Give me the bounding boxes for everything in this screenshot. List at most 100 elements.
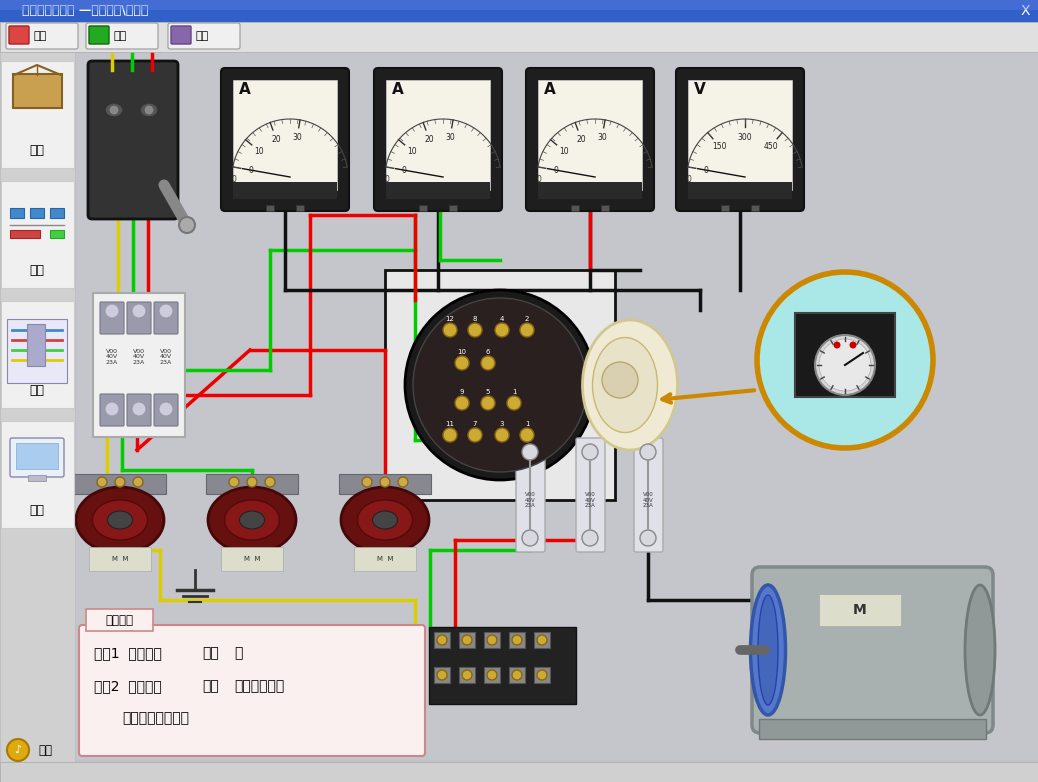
Circle shape	[132, 402, 146, 416]
Text: 10: 10	[559, 147, 569, 156]
Text: 30: 30	[445, 133, 455, 142]
Ellipse shape	[965, 585, 995, 715]
FancyBboxPatch shape	[30, 208, 44, 218]
FancyBboxPatch shape	[1, 301, 74, 408]
Circle shape	[109, 105, 119, 115]
Text: 步骤2  拨动转换: 步骤2 拨动转换	[94, 679, 162, 693]
FancyBboxPatch shape	[221, 547, 283, 571]
Text: 8: 8	[472, 316, 477, 322]
Circle shape	[487, 635, 497, 645]
Text: V00
40V
23A: V00 40V 23A	[106, 349, 118, 365]
Text: 开关: 开关	[202, 646, 219, 660]
Text: A: A	[392, 82, 404, 98]
FancyBboxPatch shape	[526, 68, 654, 211]
Circle shape	[537, 635, 547, 645]
Text: 1: 1	[512, 389, 516, 395]
FancyBboxPatch shape	[538, 80, 641, 190]
FancyBboxPatch shape	[571, 205, 579, 211]
Text: X: X	[1020, 4, 1030, 18]
Text: 6: 6	[486, 349, 490, 355]
Circle shape	[582, 530, 598, 546]
Ellipse shape	[105, 103, 122, 117]
Text: 外型: 外型	[29, 144, 45, 156]
FancyBboxPatch shape	[374, 68, 502, 211]
FancyBboxPatch shape	[429, 627, 576, 704]
Circle shape	[144, 105, 154, 115]
FancyBboxPatch shape	[484, 667, 500, 683]
Text: 20: 20	[272, 135, 281, 144]
Circle shape	[849, 342, 856, 349]
Ellipse shape	[240, 511, 265, 529]
Text: V00
40V
23A: V00 40V 23A	[160, 349, 172, 365]
Circle shape	[537, 670, 547, 680]
Circle shape	[413, 298, 588, 472]
FancyBboxPatch shape	[459, 632, 475, 648]
FancyBboxPatch shape	[154, 302, 177, 334]
Text: 仿真: 仿真	[29, 504, 45, 516]
FancyBboxPatch shape	[601, 205, 609, 211]
FancyBboxPatch shape	[233, 182, 337, 199]
Circle shape	[582, 444, 598, 460]
FancyBboxPatch shape	[0, 762, 1038, 782]
Text: V00
40V
23A: V00 40V 23A	[133, 349, 145, 365]
Text: 10: 10	[458, 349, 466, 355]
FancyBboxPatch shape	[9, 26, 29, 44]
Text: 电工技能与实训 —电工仪表\配电板: 电工技能与实训 —电工仪表\配电板	[22, 5, 148, 17]
FancyBboxPatch shape	[233, 80, 337, 190]
Text: M  M: M M	[377, 556, 393, 562]
Circle shape	[437, 635, 447, 645]
FancyBboxPatch shape	[752, 205, 759, 211]
FancyBboxPatch shape	[688, 80, 792, 190]
Ellipse shape	[224, 500, 279, 540]
Text: 帮助: 帮助	[195, 31, 209, 41]
Circle shape	[507, 396, 521, 410]
Ellipse shape	[140, 103, 158, 117]
Circle shape	[159, 402, 173, 416]
FancyBboxPatch shape	[386, 182, 490, 199]
Circle shape	[398, 477, 408, 487]
Circle shape	[520, 323, 534, 337]
Text: M  M: M M	[112, 556, 129, 562]
Ellipse shape	[92, 500, 147, 540]
FancyBboxPatch shape	[434, 667, 450, 683]
FancyBboxPatch shape	[534, 632, 550, 648]
Ellipse shape	[108, 511, 133, 529]
Text: 和电流表的现象。: 和电流表的现象。	[122, 711, 189, 725]
Ellipse shape	[750, 585, 786, 715]
FancyBboxPatch shape	[459, 667, 475, 683]
FancyBboxPatch shape	[75, 52, 1038, 760]
Circle shape	[815, 335, 875, 395]
Text: 20: 20	[425, 135, 434, 144]
FancyBboxPatch shape	[354, 547, 416, 571]
FancyBboxPatch shape	[516, 438, 545, 552]
FancyBboxPatch shape	[16, 443, 58, 469]
FancyBboxPatch shape	[634, 438, 663, 552]
FancyBboxPatch shape	[13, 74, 62, 108]
Text: 10: 10	[408, 147, 417, 156]
Circle shape	[247, 477, 257, 487]
Text: 150: 150	[712, 142, 727, 151]
FancyBboxPatch shape	[721, 205, 729, 211]
FancyBboxPatch shape	[759, 719, 986, 739]
Text: 3: 3	[499, 421, 504, 427]
Text: 首页: 首页	[33, 31, 47, 41]
Text: ♪: ♪	[15, 745, 22, 755]
Text: 操作步骤: 操作步骤	[105, 614, 133, 626]
Circle shape	[512, 670, 522, 680]
FancyBboxPatch shape	[28, 475, 46, 481]
FancyBboxPatch shape	[171, 26, 191, 44]
Text: 0: 0	[384, 175, 389, 185]
Ellipse shape	[373, 511, 398, 529]
FancyBboxPatch shape	[534, 667, 550, 683]
Ellipse shape	[758, 595, 778, 705]
FancyBboxPatch shape	[484, 632, 500, 648]
FancyBboxPatch shape	[509, 632, 525, 648]
Circle shape	[462, 670, 472, 680]
Circle shape	[179, 217, 195, 233]
FancyBboxPatch shape	[100, 394, 124, 426]
Text: 0: 0	[401, 166, 406, 174]
FancyBboxPatch shape	[154, 394, 177, 426]
FancyBboxPatch shape	[86, 609, 153, 631]
FancyBboxPatch shape	[10, 438, 64, 477]
Text: A: A	[239, 82, 251, 98]
